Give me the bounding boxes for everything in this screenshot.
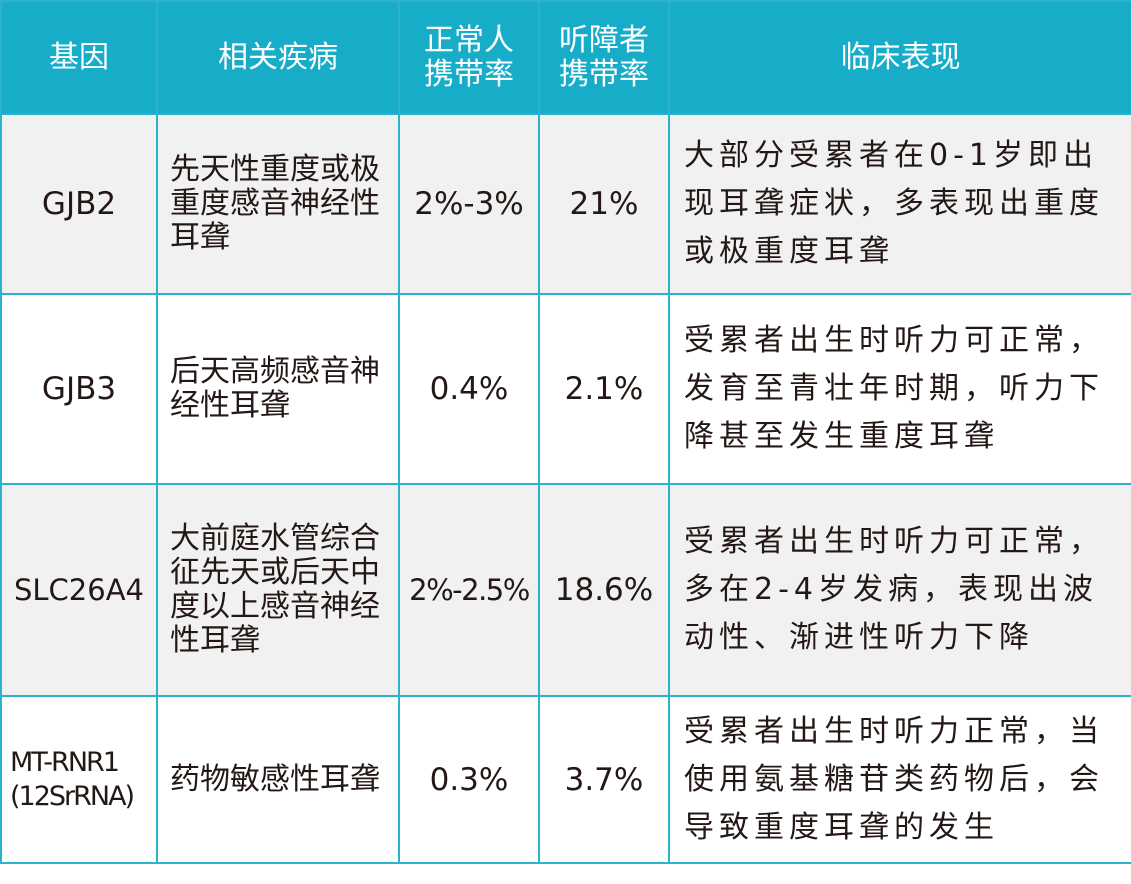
table-row: GJB3 后天高频感音神经性耳聋 0.4% 2.1% 受累者出生时听力可正常，发… xyxy=(0,293,1131,485)
clinical-cell: 受累者出生时听力可正常，发育至青壮年时期，听力下降甚至发生重度耳聋 xyxy=(668,293,1131,485)
gene-alias: (12SrRNA) xyxy=(10,780,135,812)
disease-cell: 先天性重度或极重度感音神经性耳聋 xyxy=(156,113,400,295)
header-clinical-label: 临床表现 xyxy=(840,39,961,75)
header-impaired-rate-line2: 携带率 xyxy=(559,56,649,92)
gene-name: MT-RNR1 xyxy=(10,746,120,778)
normal-rate-cell: 0.3% xyxy=(398,695,540,864)
impaired-rate-cell: 3.7% xyxy=(538,695,670,864)
impaired-rate-cell: 2.1% xyxy=(538,293,670,485)
header-gene-label: 基因 xyxy=(49,39,109,75)
clinical-cell: 受累者出生时听力正常，当使用氨基糖苷类药物后，会导致重度耳聋的发生 xyxy=(668,695,1131,864)
normal-rate-cell: 0.4% xyxy=(398,293,540,485)
header-disease: 相关疾病 xyxy=(156,0,400,115)
disease-cell: 后天高频感音神经性耳聋 xyxy=(156,293,400,485)
gene-cell: MT-RNR1 (12SrRNA) xyxy=(0,695,158,864)
gene-cell: SLC26A4 xyxy=(0,483,158,697)
header-impaired-rate: 听障者 携带率 xyxy=(538,0,670,115)
clinical-cell: 大部分受累者在0-1岁即出现耳聋症状，多表现出重度或极重度耳聋 xyxy=(668,113,1131,295)
header-normal-rate-line1: 正常人 xyxy=(424,22,514,58)
normal-rate-cell: 2%-3% xyxy=(398,113,540,295)
impaired-rate-cell: 18.6% xyxy=(538,483,670,697)
gene-cell: GJB3 xyxy=(0,293,158,485)
normal-rate-cell: 2%-2.5% xyxy=(398,483,540,697)
disease-cell: 药物敏感性耳聋 xyxy=(156,695,400,864)
gene-cell: GJB2 xyxy=(0,113,158,295)
header-disease-label: 相关疾病 xyxy=(218,39,338,75)
header-impaired-rate-line1: 听障者 xyxy=(559,22,649,58)
header-normal-rate: 正常人 携带率 xyxy=(398,0,540,115)
header-clinical: 临床表现 xyxy=(668,0,1131,115)
header-gene: 基因 xyxy=(0,0,158,115)
gene-carrier-rate-table: 基因 相关疾病 正常人 携带率 听障者 携带率 临床表现 GJB2 先天性重度或… xyxy=(0,0,1131,864)
table-row: GJB2 先天性重度或极重度感音神经性耳聋 2%-3% 21% 大部分受累者在0… xyxy=(0,113,1131,295)
disease-cell: 大前庭水管综合征先天或后天中度以上感音神经性耳聋 xyxy=(156,483,400,697)
table-row: MT-RNR1 (12SrRNA) 药物敏感性耳聋 0.3% 3.7% 受累者出… xyxy=(0,695,1131,864)
impaired-rate-cell: 21% xyxy=(538,113,670,295)
clinical-cell: 受累者出生时听力可正常，多在2-4岁发病，表现出波动性、渐进性听力下降 xyxy=(668,483,1131,697)
header-normal-rate-line2: 携带率 xyxy=(424,56,514,92)
table-row: SLC26A4 大前庭水管综合征先天或后天中度以上感音神经性耳聋 2%-2.5%… xyxy=(0,483,1131,697)
table-header-row: 基因 相关疾病 正常人 携带率 听障者 携带率 临床表现 xyxy=(0,0,1131,115)
